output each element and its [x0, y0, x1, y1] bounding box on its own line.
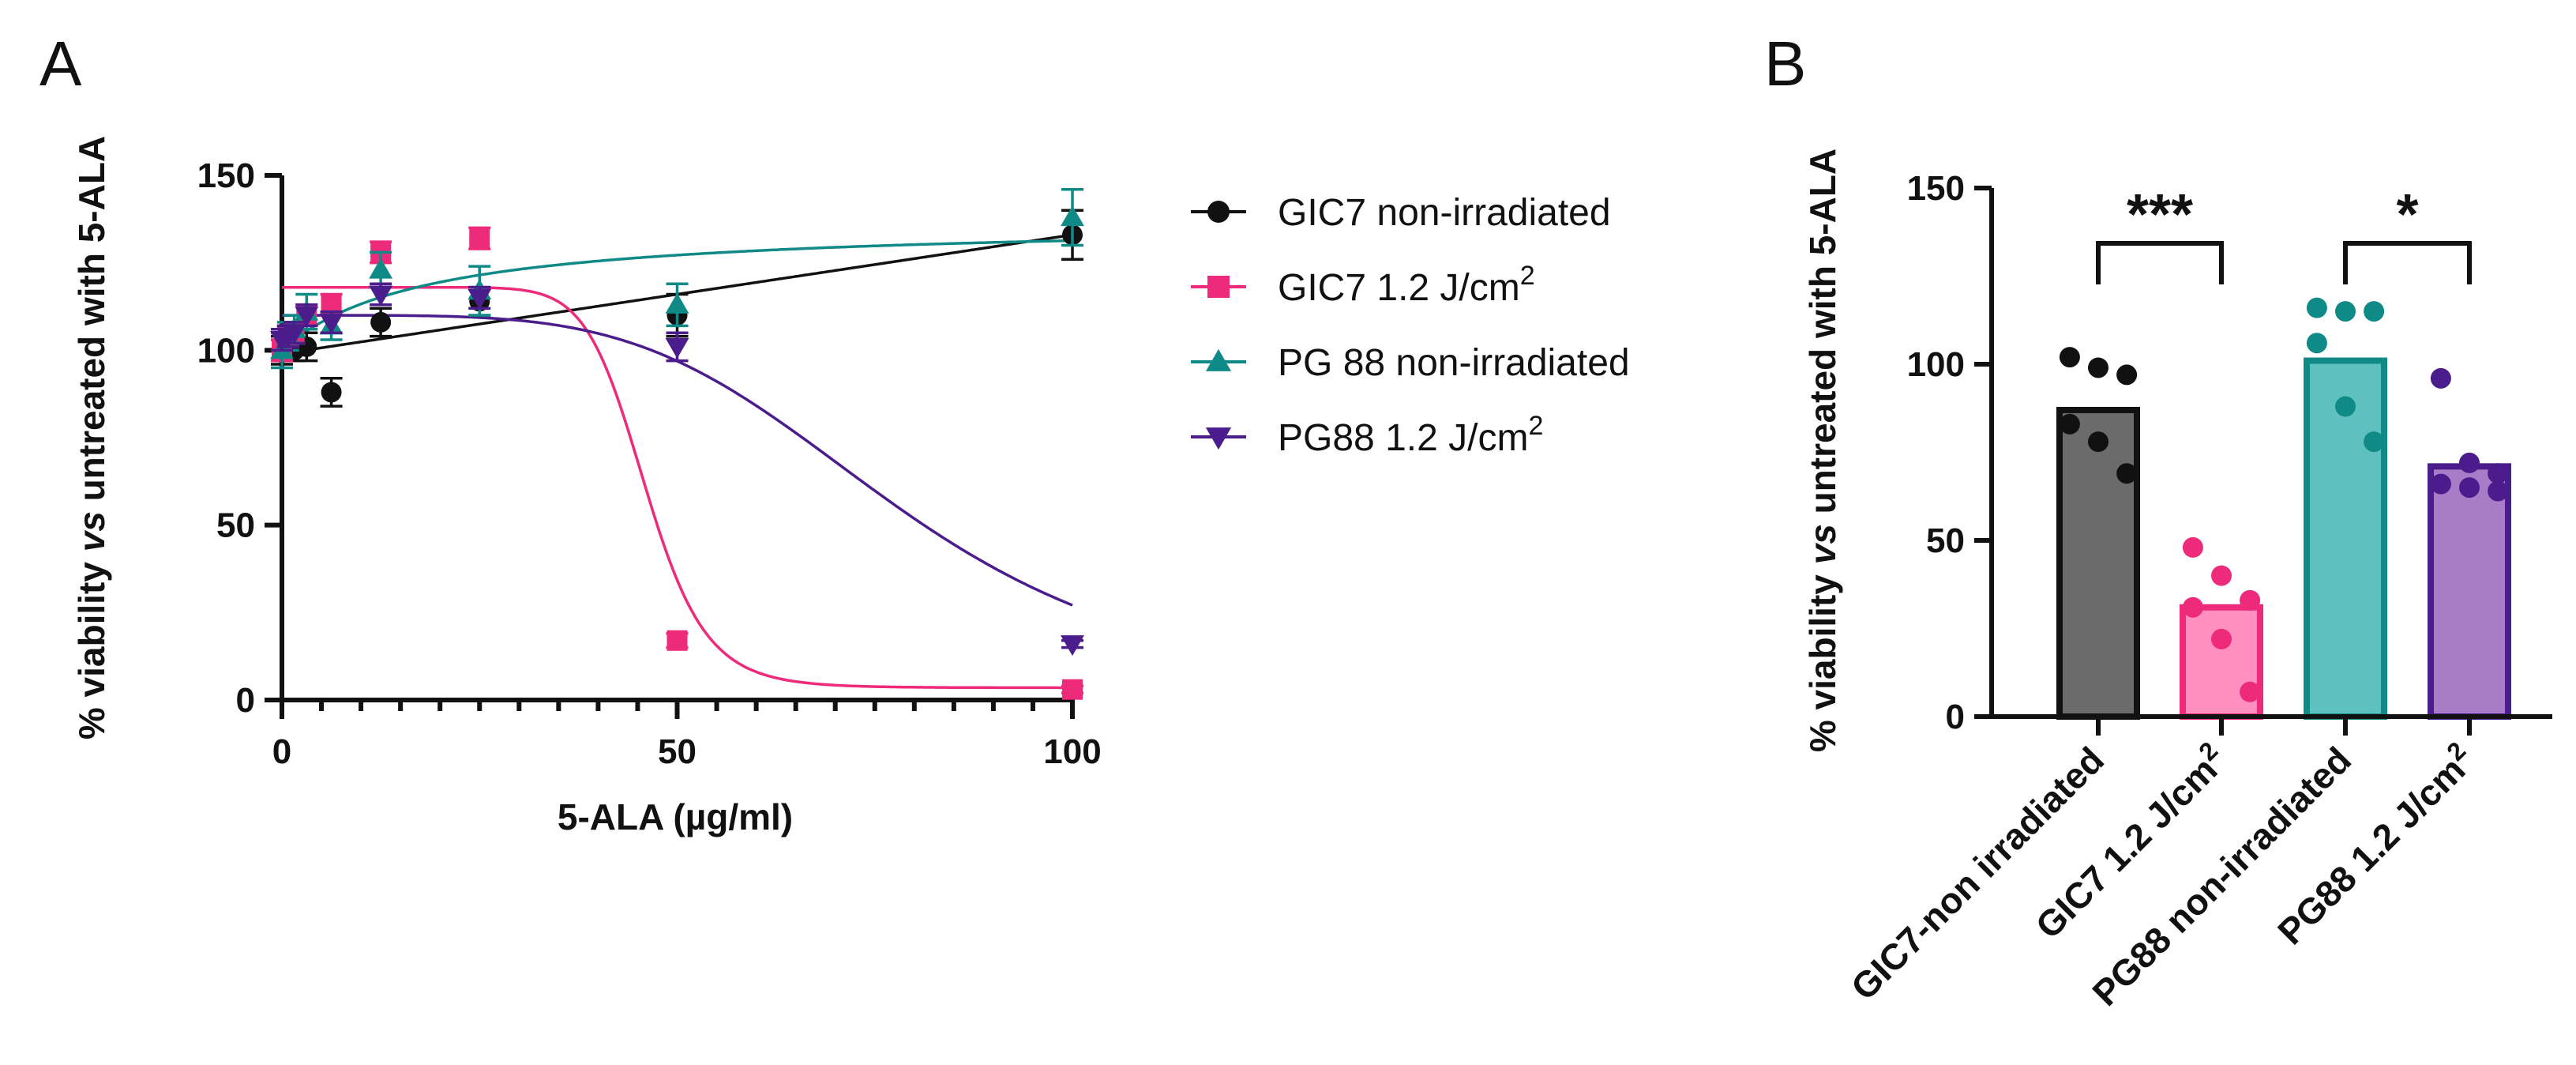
data-point	[468, 288, 492, 310]
data-point	[2335, 396, 2356, 417]
data-point	[2459, 452, 2480, 473]
legend-marker	[1207, 201, 1230, 223]
chart-b-axes: 0 50 100 150	[1907, 169, 2552, 736]
chart-b-bars	[2056, 357, 2511, 721]
significance-label: ***	[2127, 183, 2193, 246]
panel-b-label: B	[1764, 28, 1806, 99]
legend-marker	[1207, 276, 1230, 298]
legend-label: PG88 1.2 J/cm2	[1278, 411, 1543, 459]
data-point	[2182, 596, 2203, 618]
data-point	[2364, 431, 2385, 453]
data-point	[2088, 431, 2108, 453]
data-point	[370, 311, 392, 333]
data-point	[2306, 297, 2327, 318]
chart-b-significance: *** *	[2096, 183, 2472, 284]
data-point	[2488, 463, 2509, 484]
data-point	[2430, 367, 2451, 389]
y-label-text: % viability	[1802, 564, 1843, 752]
legend-label-text: PG 88 non-irradiated	[1278, 342, 1630, 384]
x-tick-label: 50	[658, 732, 697, 771]
x-tick-label: 0	[272, 732, 291, 771]
data-point	[2059, 413, 2080, 435]
legend-label: GIC7 non-irradiated	[1278, 192, 1611, 234]
y-tick-label: 50	[1926, 521, 1965, 560]
y-tick-label: 100	[1907, 345, 1965, 384]
legend-label-text: GIC7 1.2 J/cm	[1278, 267, 1520, 309]
data-point	[2059, 347, 2080, 368]
y-tick-label: 0	[236, 681, 255, 720]
data-point	[1062, 679, 1083, 700]
data-point	[319, 313, 344, 334]
data-point	[2211, 565, 2232, 586]
bar	[2056, 406, 2140, 720]
data-point	[667, 630, 688, 651]
legend-label-text: GIC7 non-irradiated	[1278, 192, 1611, 234]
legend-marker	[1205, 427, 1232, 450]
panel-a-label: A	[39, 28, 82, 99]
y-label-italic: vs	[71, 511, 112, 551]
chart-a-axes: 0 50 100 150 0 50 100	[197, 156, 1102, 771]
legend-label: PG 88 non-irradiated	[1278, 342, 1630, 384]
data-point	[2240, 681, 2261, 702]
data-point	[2211, 628, 2232, 649]
y-tick-label: 100	[197, 331, 255, 370]
legend-label-superscript: 2	[1528, 411, 1543, 441]
data-point	[2240, 589, 2261, 611]
data-point	[1061, 205, 1084, 227]
data-point	[295, 307, 319, 328]
data-point	[469, 228, 490, 249]
y-tick-label: 150	[197, 156, 255, 195]
fit-curve	[280, 239, 1073, 352]
y-label-text: untreated with 5-ALA	[1802, 149, 1843, 524]
x-tick-label: 100	[1043, 732, 1101, 771]
legend-label-text: PG88 1.2 J/cm	[1278, 417, 1528, 459]
data-point	[2430, 473, 2451, 495]
y-label-text: % viability	[71, 551, 112, 739]
data-point	[369, 258, 393, 279]
data-point	[369, 285, 393, 307]
chart-a-y-axis-label: % viability vs untreated with 5-ALA	[71, 136, 112, 739]
y-tick-label: 50	[216, 506, 255, 545]
y-label-italic: vs	[1802, 524, 1843, 564]
y-label-text: untreated with 5-ALA	[71, 136, 112, 511]
data-point	[2335, 301, 2356, 322]
significance-label: *	[2396, 183, 2418, 246]
bar	[2304, 357, 2387, 720]
legend-marker	[1205, 348, 1232, 371]
bar	[2428, 463, 2511, 721]
data-point	[2364, 301, 2385, 322]
chart-b-data-points	[2059, 297, 2509, 702]
chart-a-data-points	[270, 187, 1084, 700]
data-point	[282, 324, 306, 345]
data-point	[2116, 463, 2138, 484]
significance-bracket	[2343, 241, 2472, 284]
data-point	[2116, 364, 2138, 386]
chart-a: 0 50 100 150 0 50 100 % viability vs untreated…	[71, 136, 1630, 837]
y-tick-label: 0	[1946, 698, 1965, 736]
data-point	[2306, 333, 2327, 354]
data-point	[665, 337, 689, 359]
significance-bracket	[2096, 241, 2224, 284]
data-point	[665, 292, 689, 314]
data-point	[321, 382, 342, 403]
data-point	[2182, 536, 2203, 558]
chart-a-x-axis-label: 5-ALA (µg/ml)	[558, 796, 793, 837]
data-point	[2088, 357, 2108, 378]
data-point	[2488, 480, 2509, 502]
data-point	[2459, 477, 2480, 499]
y-tick-label: 150	[1907, 169, 1965, 208]
chart-b-y-axis-label: % viability vs untreated with 5-ALA	[1802, 149, 1843, 752]
legend-label: GIC7 1.2 J/cm2	[1278, 261, 1535, 309]
legend-label-superscript: 2	[1520, 261, 1535, 291]
data-point	[1061, 635, 1084, 657]
